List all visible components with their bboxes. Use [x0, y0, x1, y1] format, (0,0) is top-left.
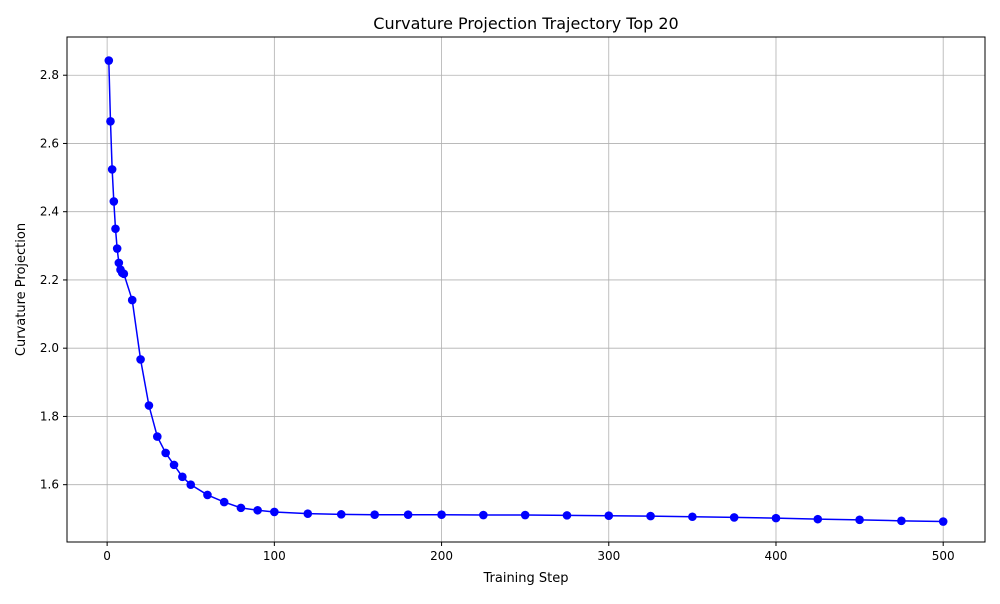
y-axis-label: Curvature Projection [14, 223, 29, 356]
data-point [136, 355, 145, 364]
data-point [219, 497, 229, 507]
data-point [370, 510, 379, 520]
data-point [253, 505, 262, 515]
data-point [771, 513, 781, 523]
data-point [729, 513, 739, 522]
plot-frame [66, 36, 986, 543]
x-tick-label: 100 [263, 549, 286, 563]
y-tick-label: 2.2 [40, 273, 59, 287]
chart-title: Curvature Projection Trajectory Top 20 [373, 14, 678, 33]
data-point [114, 258, 124, 268]
x-tick-label: 300 [597, 549, 620, 563]
data-point [119, 269, 129, 279]
y-tick-label: 1.6 [40, 478, 59, 492]
data-point [336, 510, 346, 519]
data-point [109, 197, 119, 206]
data-point [479, 510, 488, 520]
y-tick-label: 2.6 [40, 136, 59, 150]
y-tick-label: 2.0 [40, 341, 59, 355]
data-point [112, 244, 122, 253]
data-point [186, 480, 196, 489]
data-point [104, 56, 114, 65]
data-point [437, 510, 446, 520]
x-tick-label: 200 [430, 549, 453, 563]
data-point [520, 510, 530, 520]
data-point [144, 401, 154, 410]
data-point [161, 448, 170, 458]
y-axis-ticks: 1.6 1.8 2.0 2.2 2.4 2.6 2.8 [40, 68, 67, 492]
data-point [303, 509, 313, 518]
series-markers [104, 56, 948, 526]
data-point [562, 511, 572, 520]
data-point [111, 224, 120, 234]
data-point [236, 503, 246, 513]
series-line [108, 60, 944, 523]
data-point [169, 460, 179, 470]
data-point [813, 514, 823, 524]
data-point [107, 165, 117, 174]
data-point [106, 116, 115, 126]
data-point [203, 490, 212, 500]
data-point [604, 511, 614, 521]
data-point [855, 515, 864, 525]
x-tick-label: 500 [932, 549, 955, 563]
x-tick-label: 400 [765, 549, 788, 563]
data-point [152, 432, 162, 441]
data-point [897, 516, 906, 526]
data-point [938, 517, 948, 526]
x-axis-ticks: 0 100 200 300 400 500 [103, 542, 955, 563]
y-tick-label: 2.8 [40, 68, 59, 82]
grid-lines [67, 37, 985, 542]
data-point [127, 295, 137, 305]
series-line-layer [108, 60, 944, 523]
y-tick-label: 2.4 [40, 205, 59, 219]
data-point [688, 512, 697, 522]
data-point [178, 472, 187, 482]
y-tick-label: 1.8 [40, 409, 59, 423]
data-point [403, 510, 413, 520]
x-axis-label: Training Step [482, 571, 568, 586]
data-point [270, 507, 279, 517]
x-tick-label: 0 [103, 549, 111, 563]
data-point [646, 511, 655, 521]
